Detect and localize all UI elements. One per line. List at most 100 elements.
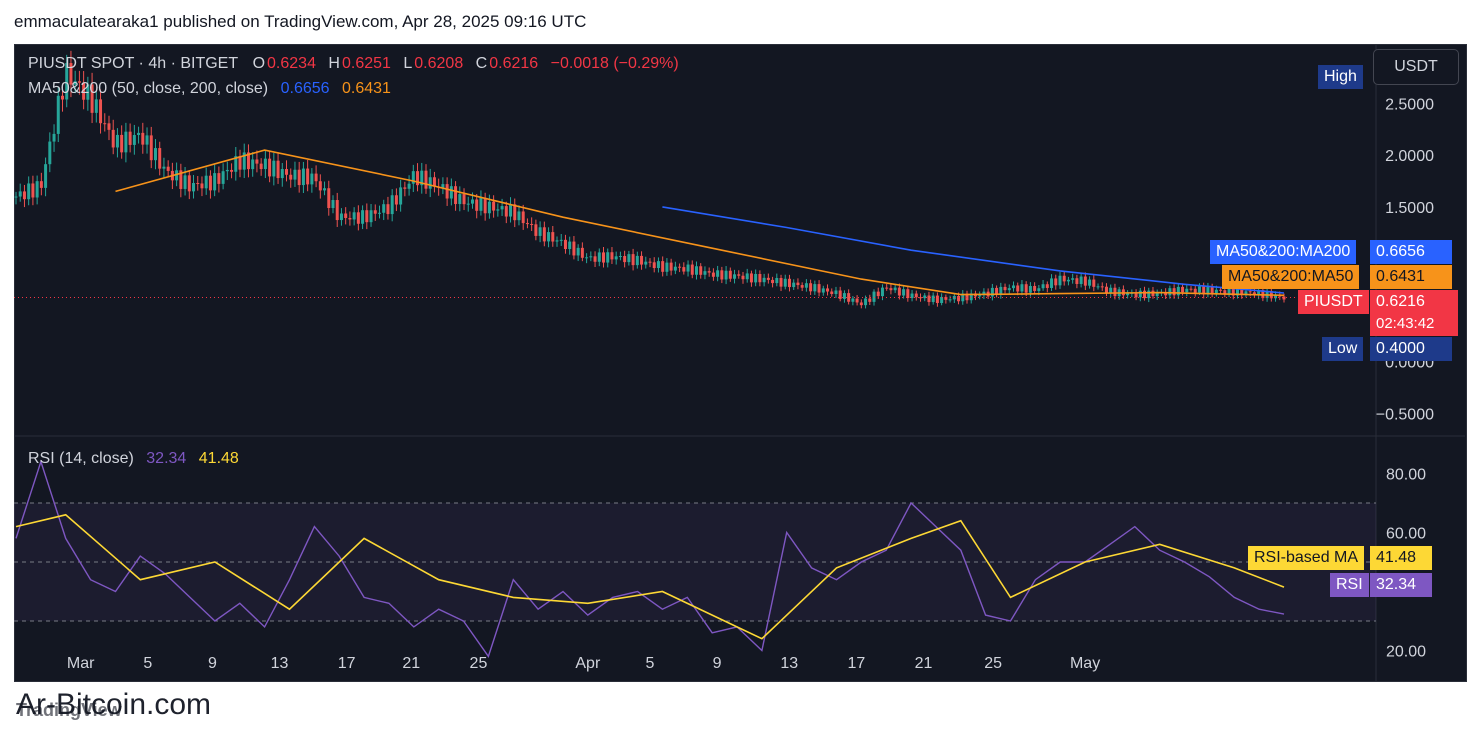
time-tick-label: 21 (915, 655, 933, 672)
candle-body (60, 95, 64, 100)
candle-body (720, 270, 724, 280)
candle-body (635, 255, 639, 266)
candle-body (542, 227, 546, 242)
candle-body (272, 160, 276, 177)
candle-body (1193, 288, 1197, 293)
candle-body (690, 264, 694, 275)
chart-svg[interactable]: 2.50002.00001.50000.60000.0000−0.5000Mar… (14, 44, 1467, 682)
candle-body (1083, 276, 1087, 286)
candle-body (906, 289, 910, 299)
candle-body (923, 295, 927, 299)
candle-body (678, 266, 682, 268)
legend-o-value: 0.6234 (267, 55, 316, 72)
candle-body (115, 134, 119, 148)
candle-body (153, 148, 157, 161)
candle-body (783, 278, 787, 287)
ma50-line (115, 149, 1285, 297)
candle-body (132, 135, 136, 145)
ma50-tag-label: MA50&200:MA50 (1222, 265, 1360, 289)
candle-body (344, 213, 348, 218)
candle-body (377, 212, 381, 214)
candle-body (77, 81, 81, 83)
candle-body (576, 247, 580, 256)
legend-h-label: H (328, 55, 340, 72)
candle-body (1164, 292, 1168, 296)
candle-body (348, 217, 352, 220)
candle-body (999, 286, 1003, 295)
candle-body (297, 169, 301, 186)
tradingview-logo: TradingView (16, 700, 122, 720)
candle-body (1075, 278, 1079, 284)
candle-body (813, 284, 817, 292)
candle-body (500, 206, 504, 210)
candle-body (310, 173, 314, 185)
candle-body (187, 175, 191, 192)
legend-l-label: L (403, 55, 413, 72)
legend-symbol[interactable]: PIUSDT SPOT · 4h · BITGET (28, 55, 239, 72)
candle-body (1257, 290, 1261, 296)
candle-body (1024, 284, 1028, 293)
bar-countdown: 02:43:42 (1370, 312, 1458, 336)
candle-body (517, 211, 521, 221)
candle-body (872, 291, 876, 302)
time-tick-label: Mar (67, 655, 95, 672)
ma-legend-name[interactable]: MA50&200 (50, close, 200, close) (28, 80, 269, 97)
candle-body (652, 262, 656, 269)
candle-body (796, 282, 800, 286)
candle-body (766, 277, 770, 280)
candle-body (593, 256, 597, 262)
candle-body (847, 293, 851, 302)
candle-body (716, 270, 720, 277)
candle-body (1045, 284, 1049, 288)
candle-body (234, 156, 238, 172)
time-tick-label: Apr (575, 655, 601, 672)
candle-body (618, 256, 622, 258)
candle-body (432, 177, 436, 187)
candle-body (1050, 278, 1054, 288)
candle-body (602, 252, 606, 263)
candle-body (192, 183, 196, 192)
candle-body (1088, 279, 1092, 286)
candle-body (728, 270, 732, 279)
watermark: Ar-Bitcoin.com (16, 688, 212, 721)
candle-body (103, 123, 107, 125)
candle-body (699, 266, 703, 275)
low-tag-label: Low (1322, 337, 1364, 361)
candle-body (521, 211, 525, 224)
candle-body (940, 296, 944, 304)
candle-body (22, 191, 26, 200)
legend-c-label: C (475, 55, 488, 72)
candle-body (111, 129, 115, 148)
ma200-legend-value: 0.6656 (280, 80, 330, 97)
rsi-ma-legend-value: 41.48 (198, 450, 239, 467)
candle-body (90, 84, 94, 113)
rsi-tag-value: 32.34 (1370, 573, 1432, 597)
candle-body (1062, 275, 1066, 282)
candle-body (1181, 286, 1185, 293)
candle-body (665, 262, 669, 272)
rsi-legend-name[interactable]: RSI (14, close) (28, 450, 134, 467)
candle-body (306, 168, 310, 185)
candle-body (826, 288, 830, 292)
time-tick-label: 13 (780, 655, 798, 672)
candle-body (1109, 287, 1113, 294)
candle-body (14, 196, 18, 198)
publisher-text: emmaculatearaka1 published on TradingVie… (14, 12, 587, 31)
candle-body (754, 274, 758, 283)
candle-body (1096, 286, 1100, 288)
candle-body (162, 166, 166, 169)
candle-body (454, 186, 458, 205)
candle-body (492, 201, 496, 211)
candle-body (948, 299, 952, 301)
rsi-tick-label: 60.00 (1386, 526, 1426, 543)
candle-body (107, 123, 111, 130)
candle-body (407, 183, 411, 189)
candle-body (449, 186, 453, 199)
chart-frame[interactable] (14, 44, 1467, 682)
candle-body (487, 201, 491, 214)
candle-body (1168, 288, 1172, 296)
candle-body (268, 158, 272, 177)
candle-body (851, 298, 855, 302)
candle-body (145, 135, 149, 145)
currency-button[interactable]: USDT (1373, 49, 1459, 85)
